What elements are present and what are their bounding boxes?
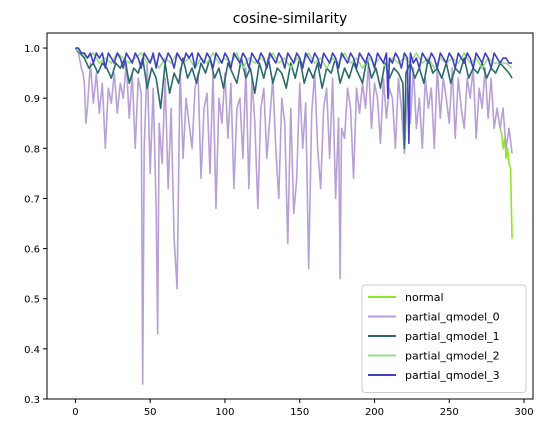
y-axis: 0.3 0.4 0.5 0.6 0.7 0.8 0.9 1.0 xyxy=(24,44,47,406)
y-tick-label: 0.3 xyxy=(24,395,40,406)
plot-frame xyxy=(46,32,534,400)
y-tick-label: 0.5 xyxy=(24,295,40,306)
x-tick-label: 200 xyxy=(365,407,384,418)
series-line-partial-qmodel-0 xyxy=(74,47,513,385)
x-tick-label: 100 xyxy=(215,407,234,418)
x-tick-label: 300 xyxy=(514,407,533,418)
x-axis: 0 50 100 150 200 250 300 xyxy=(72,399,534,418)
legend-label: partial_qmodel_2 xyxy=(405,350,500,363)
legend-box xyxy=(361,284,527,393)
y-tick-label: 0.4 xyxy=(24,345,40,356)
y-tick-label: 0.6 xyxy=(24,245,40,256)
x-tick-label: 250 xyxy=(440,407,459,418)
legend: normal partial_qmodel_0 partial_qmodel_1pa… xyxy=(361,284,527,393)
y-tick-label: 0.7 xyxy=(24,194,40,205)
legend-label: partial_qmodel_1 xyxy=(405,330,500,343)
series-line-partial-qmodel-1 xyxy=(74,47,513,150)
y-tick-label: 0.8 xyxy=(24,144,40,155)
series-layer xyxy=(74,47,513,385)
chart-title: cosine-similarity xyxy=(233,11,348,27)
x-tick-label: 50 xyxy=(144,407,157,418)
y-tick-label: 0.9 xyxy=(24,94,40,105)
x-tick-label: 150 xyxy=(290,407,309,418)
legend-label: partial_qmodel_0 xyxy=(405,311,500,324)
legend-label: partial_qmodel_3 xyxy=(405,369,500,382)
legend-label: normal xyxy=(405,291,444,304)
series-line-normal xyxy=(499,128,513,239)
y-tick-label: 1.0 xyxy=(24,44,40,55)
x-tick-label: 0 xyxy=(72,407,78,418)
series-line-partial-qmodel-3 xyxy=(75,47,513,145)
